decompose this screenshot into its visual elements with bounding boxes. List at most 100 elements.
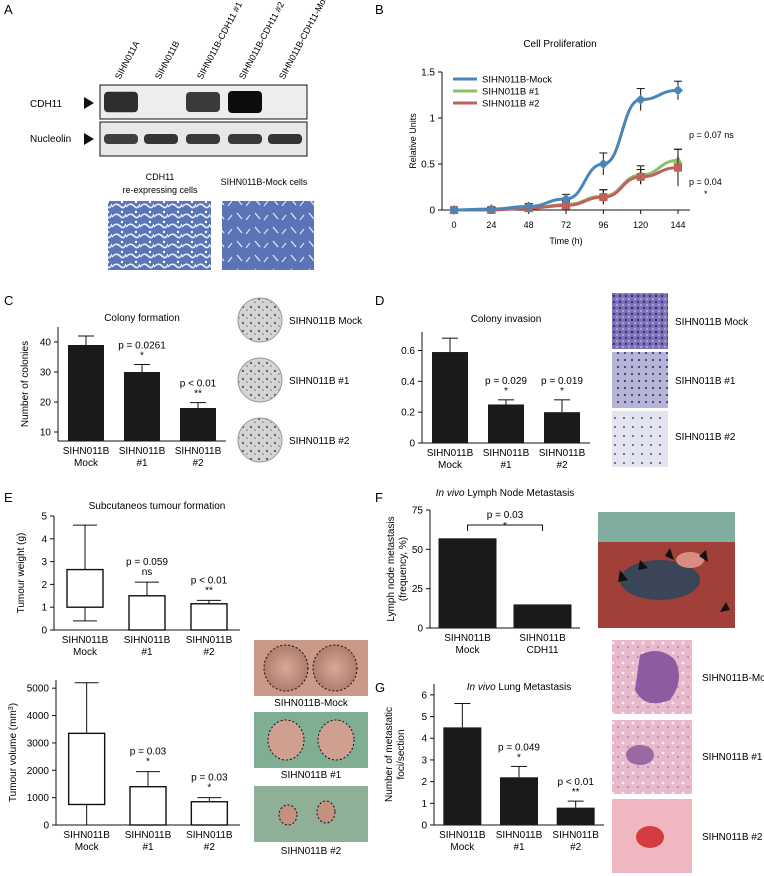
data-point	[561, 193, 571, 204]
significance-label: p = 0.059	[126, 557, 168, 568]
y-tick-label: 3000	[27, 738, 50, 749]
y-tick-label: 1.5	[421, 68, 435, 79]
x-tick-label: SIHN011B	[186, 635, 233, 646]
chart-g: In vivo Lung Metastasis 0 1 2 3 4 5 6 Number of …	[384, 682, 604, 853]
x-tick-label: #2	[192, 458, 204, 469]
y-tick-label: 0.5	[421, 160, 435, 171]
significance-label: p = 0.0261	[118, 341, 166, 352]
image-label: SIHN011B #1	[281, 770, 342, 781]
cdh11-band	[228, 91, 262, 113]
blot-row-label-cdh11: CDH11	[30, 99, 62, 110]
panel-label-d: D	[375, 293, 384, 308]
lane-labels: SIHN011A SIHN011B SIHN011B-CDH11 #1SIHN011…	[113, 0, 332, 81]
dish-mock	[237, 297, 283, 343]
y-tick-label: 0	[409, 439, 415, 450]
legend-label: SIHN011B #1	[482, 87, 539, 98]
y-tick-label: 0	[421, 821, 427, 832]
lane-label: SIHN011B-CDH11 #1	[195, 0, 244, 81]
annotation: *	[704, 189, 708, 199]
significance-label: *	[504, 386, 508, 397]
significance-label: p = 0.049	[498, 742, 540, 753]
invasion-image-2	[612, 411, 668, 467]
x-tick-label: SIHN011B	[63, 830, 110, 841]
y-tick-label: 5000	[27, 684, 50, 695]
data-point	[486, 204, 497, 215]
lane-label: SIHN011B	[153, 39, 181, 81]
y-tick-label: 4	[41, 534, 47, 545]
significance-label: p = 0.03	[130, 747, 167, 758]
x-tick-label: 48	[524, 220, 534, 230]
lymph-node-photo	[598, 512, 735, 628]
chart-title: Colony invasion	[471, 314, 542, 325]
panel-label-c: C	[4, 293, 13, 308]
image-label: SIHN011B #2	[702, 832, 763, 843]
lane-label: SIHN011A	[113, 39, 141, 81]
x-tick-label: Mock	[73, 647, 98, 658]
invasion-images: SIHN011B Mock SIHN011B #1 SIHN011B #2	[612, 293, 749, 467]
panel-label-g: G	[375, 680, 385, 695]
data-point	[449, 205, 459, 215]
nucleolin-band	[144, 134, 178, 144]
y-tick-label: 1000	[27, 793, 50, 804]
colony-dishes: SIHN011B Mock SIHN011B #1 SIHN011B #2	[237, 297, 363, 463]
x-tick-label: Mock	[456, 645, 481, 656]
image-label: SIHN011B #2	[675, 432, 736, 443]
bar	[544, 412, 580, 443]
significance-label: **	[205, 585, 213, 596]
bar	[180, 408, 216, 441]
image-label: SIHN011B Mock	[289, 316, 363, 327]
box	[66, 568, 104, 608]
nucleolin-arrow-icon	[84, 133, 94, 145]
significance-label: *	[207, 783, 211, 794]
chart-title: Cell Proliferation	[523, 39, 596, 50]
significance-label: p = 0.03	[191, 773, 228, 784]
arrowhead-icon	[699, 550, 708, 562]
x-tick-label: SIHN011B	[552, 830, 599, 841]
arrowhead-icon	[618, 570, 628, 582]
significance-label: p < 0.01	[557, 777, 594, 788]
nucleolin-band	[268, 134, 302, 144]
chart-d: Colony invasion00.20.40.6SIHN011BMockSIH…	[401, 314, 590, 471]
x-tick-label: #2	[203, 647, 215, 658]
significance-label: *	[146, 757, 150, 768]
chart-e2: 0 1000 2000 3000 4000 5000 Tumour volume (mm3)…	[8, 680, 240, 853]
y-axis-label: Number of metastatic	[384, 707, 395, 802]
cdh11-band	[104, 91, 138, 113]
significance-label: **	[572, 787, 580, 798]
x-tick-label: 24	[486, 220, 496, 230]
x-tick-label: SIHN011B	[519, 633, 566, 644]
data-point	[562, 201, 570, 210]
image-label: SIHN011B #2	[289, 436, 350, 447]
bar	[500, 777, 538, 825]
chart-title: In vivo Lymph Node Metastasis	[436, 488, 575, 499]
chart-title: In vivo Lung Metastasis	[467, 682, 572, 693]
x-tick-label: SIHN011B	[444, 633, 491, 644]
x-tick-label: #1	[141, 647, 153, 658]
data-point	[523, 201, 534, 212]
y-tick-label: 6	[421, 690, 427, 701]
y-axis-label: (frequency, %)	[398, 537, 409, 601]
arrowhead-icon	[720, 602, 730, 612]
data-point	[636, 172, 645, 181]
tumour-photo-2	[254, 786, 368, 842]
y-axis-label: Number of colonies	[20, 341, 31, 427]
y-tick-label: 0.6	[401, 346, 415, 357]
data-point	[635, 94, 646, 105]
x-tick-label: SIHN011B	[483, 448, 530, 459]
image-label: SIHN011B #1	[675, 376, 736, 387]
y-axis-label: Lymph node metastasis	[386, 516, 397, 621]
cell-caption-1-line-2: re-expressing cells	[122, 185, 198, 195]
y-tick-label: 1	[421, 799, 427, 810]
bar	[432, 352, 468, 443]
x-tick-label: SIHN011B	[63, 446, 110, 457]
x-tick-label: 0	[451, 220, 456, 230]
x-tick-label: 120	[633, 220, 648, 230]
box	[190, 603, 228, 631]
image-label: SIHN011B Mock	[675, 317, 749, 328]
data-point	[673, 85, 683, 96]
panel-label-a: A	[4, 2, 13, 17]
x-tick-label: SIHN011B	[539, 448, 586, 459]
x-tick-label: Mock	[74, 458, 99, 469]
x-tick-label: SIHN011B	[186, 830, 233, 841]
arrowhead-icon	[665, 548, 674, 560]
